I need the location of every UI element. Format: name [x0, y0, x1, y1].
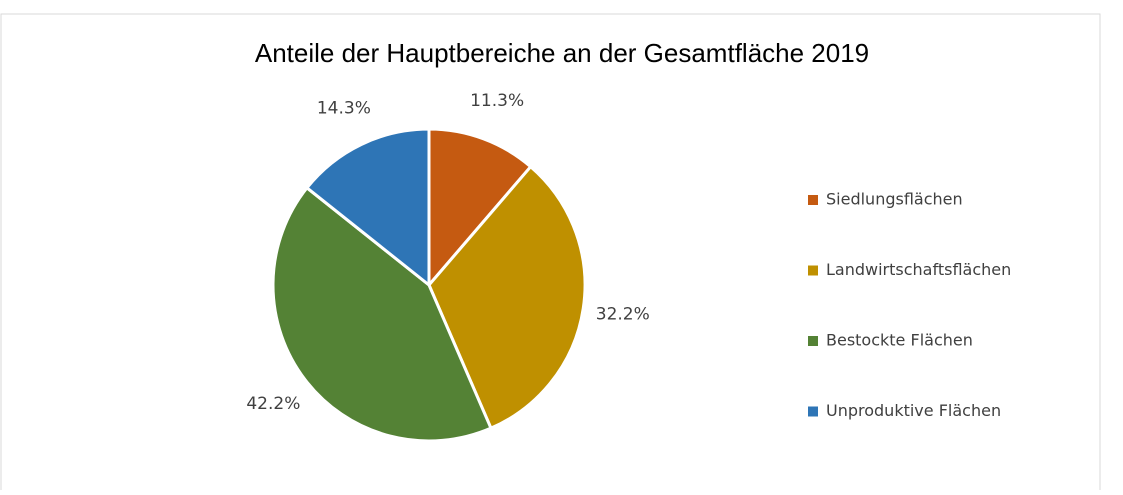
legend-swatch	[808, 265, 818, 276]
pie-slice	[427, 164, 587, 431]
legend-label: Unproduktive Flächen	[826, 401, 1001, 420]
legend-swatch	[808, 195, 818, 205]
legend-swatch	[808, 406, 818, 417]
chart-title: Anteile der Hauptbereiche an der Gesamtf…	[255, 38, 869, 68]
legend-label: Landwirtschaftsflächen	[826, 260, 1011, 279]
data-label: 11.3%	[470, 91, 524, 111]
pie-slice	[427, 127, 533, 290]
data-label: 14.3%	[317, 98, 371, 118]
pie-slice	[271, 185, 493, 443]
legend-swatch	[808, 336, 818, 346]
legend-label: Siedlungsflächen	[826, 190, 963, 209]
data-label: 42.2%	[246, 394, 300, 414]
pie-slice	[304, 127, 431, 289]
data-label: 32.2%	[596, 304, 650, 324]
legend-label: Bestockte Flächen	[826, 331, 973, 350]
